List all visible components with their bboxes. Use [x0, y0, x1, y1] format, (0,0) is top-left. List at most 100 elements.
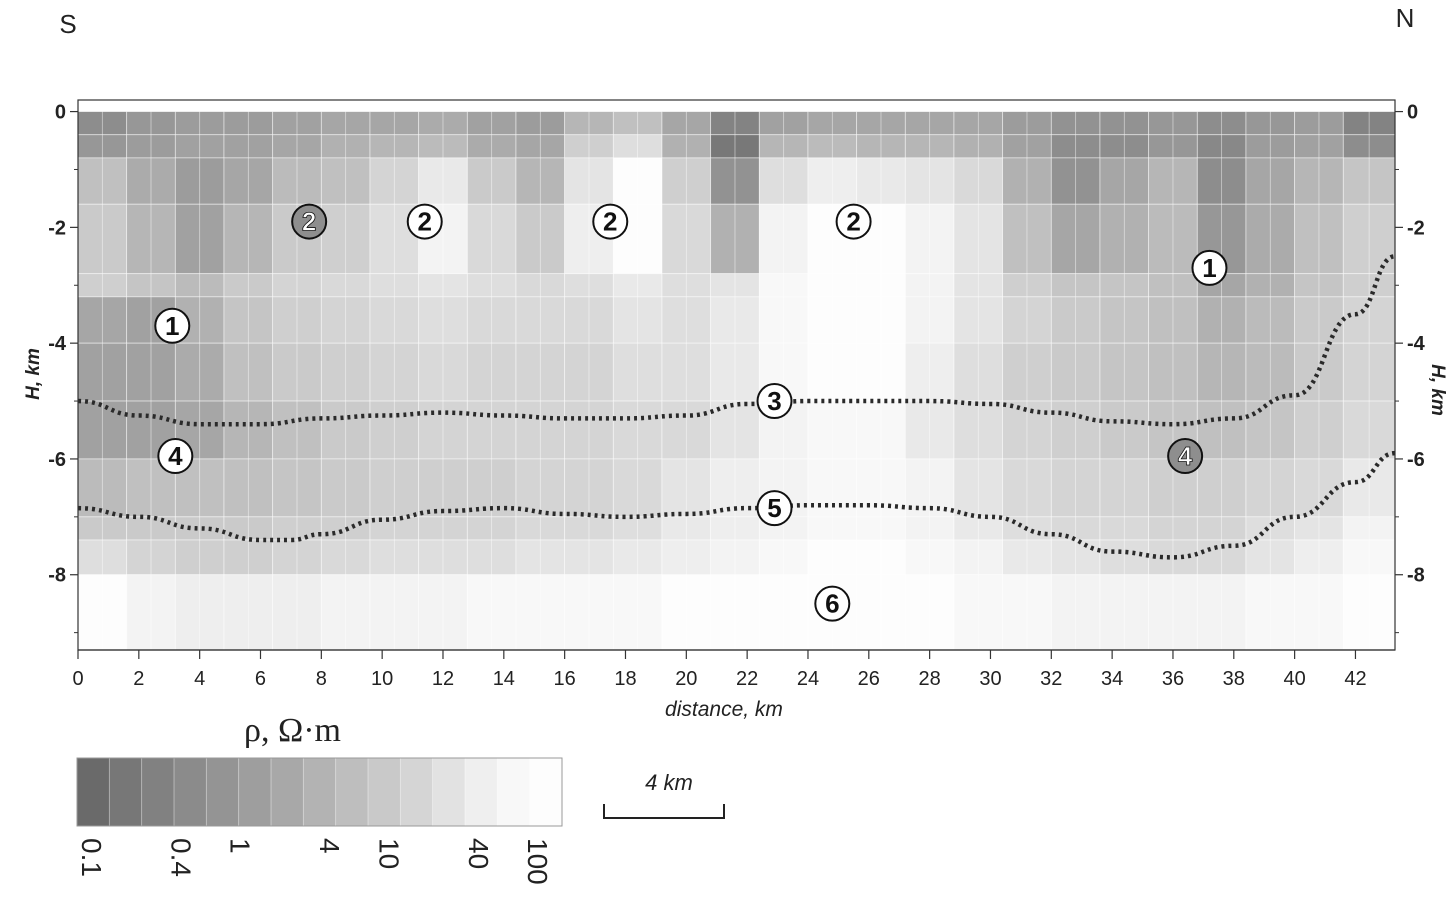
resistivity-cell — [77, 111, 128, 136]
resistivity-cell — [1342, 296, 1396, 344]
resistivity-cell — [564, 134, 614, 159]
resistivity-cell — [1002, 400, 1052, 460]
resistivity-cell — [418, 458, 468, 518]
resistivity-cell — [564, 342, 614, 402]
resistivity-cell — [223, 458, 274, 518]
resistivity-cell — [223, 273, 274, 298]
resistivity-cell — [320, 296, 371, 344]
boundary-line-5 — [77, 450, 1396, 560]
resistivity-cell — [807, 539, 858, 576]
resistivity-cell — [126, 134, 176, 159]
resistivity-cell — [369, 458, 420, 518]
resistivity-cell — [320, 134, 371, 159]
resistivity-cell — [1148, 134, 1198, 159]
resistivity-cell — [369, 539, 420, 576]
resistivity-cell — [953, 157, 1004, 205]
resistivity-cell — [807, 273, 858, 298]
direction-label-north: N — [1396, 3, 1415, 33]
resistivity-cell — [612, 516, 663, 541]
colorbar-tick-label: 100 — [522, 838, 553, 885]
colorbar-title: ρ, Ω·m — [244, 712, 341, 749]
colorbar-swatch — [76, 757, 111, 827]
resistivity-cell — [661, 157, 712, 205]
resistivity-cell — [320, 539, 371, 576]
colorbar-tick-label: 1 — [225, 838, 256, 854]
resistivity-cell — [710, 296, 760, 344]
resistivity-cell — [1342, 157, 1396, 205]
colorbar-swatch — [302, 757, 337, 827]
scale-bar-label: 4 km — [645, 770, 693, 795]
resistivity-cell — [612, 296, 663, 344]
resistivity-cell — [856, 157, 906, 205]
x-tick-label: 16 — [554, 668, 576, 690]
colorbar-swatch — [141, 757, 175, 827]
resistivity-cell — [418, 134, 468, 159]
resistivity-cell — [1342, 539, 1396, 576]
resistivity-cell — [1050, 296, 1101, 344]
resistivity-cell — [758, 203, 809, 275]
resistivity-cell — [661, 516, 712, 541]
resistivity-cell — [904, 342, 955, 402]
resistivity-cell — [1099, 516, 1150, 541]
resistivity-cell — [612, 134, 663, 159]
x-tick-label: 32 — [1040, 668, 1062, 690]
svg-text:4: 4 — [1178, 441, 1193, 471]
resistivity-cell — [369, 273, 420, 298]
resistivity-cell — [904, 574, 955, 651]
resistivity-cell — [612, 458, 663, 518]
resistivity-cell — [272, 273, 322, 298]
colorbar-swatch — [335, 757, 369, 827]
resistivity-cell — [369, 157, 420, 205]
resistivity-cell — [174, 111, 225, 136]
x-tick-label: 20 — [675, 668, 697, 690]
resistivity-cell — [856, 458, 906, 518]
colorbar-swatch — [464, 757, 499, 827]
resistivity-cell — [1050, 157, 1101, 205]
resistivity-cell — [174, 273, 225, 298]
resistivity-cell — [1002, 342, 1052, 402]
resistivity-cell — [418, 516, 468, 541]
resistivity-cell — [174, 203, 225, 275]
resistivity-cell — [515, 539, 566, 576]
resistivity-cell — [1099, 458, 1150, 518]
x-tick-label: 0 — [72, 668, 83, 690]
resistivity-cell — [126, 539, 176, 576]
resistivity-cell — [1245, 273, 1296, 298]
resistivity-cell — [1245, 458, 1296, 518]
resistivity-cell — [1148, 157, 1198, 205]
resistivity-cell — [223, 157, 274, 205]
resistivity-cell — [856, 134, 906, 159]
resistivity-cell — [77, 516, 128, 541]
zone-marker-2: 2 — [291, 203, 328, 240]
x-tick-label: 2 — [133, 668, 144, 690]
zone-markers: 1 1 2 2 2 2 3 4 4 5 6 — [154, 203, 1228, 622]
resistivity-cell — [223, 111, 274, 136]
resistivity-cell — [807, 516, 858, 541]
resistivity-cell — [466, 516, 517, 541]
resistivity-cell — [1148, 273, 1198, 298]
resistivity-cell — [223, 342, 274, 402]
resistivity-cell — [953, 539, 1004, 576]
resistivity-cell — [1245, 400, 1296, 460]
resistivity-cell — [710, 342, 760, 402]
resistivity-cell — [564, 296, 614, 344]
x-tick-label: 26 — [858, 668, 880, 690]
y-tick-label-left: -6 — [48, 449, 66, 471]
resistivity-cell — [369, 342, 420, 402]
resistivity-cell — [1099, 342, 1150, 402]
resistivity-cell — [126, 574, 176, 651]
resistivity-cell — [953, 273, 1004, 298]
colorbar-swatch — [238, 757, 272, 827]
resistivity-cell — [612, 574, 663, 651]
resistivity-cell — [564, 574, 614, 651]
resistivity-cell — [1002, 296, 1052, 344]
resistivity-cell — [466, 134, 517, 159]
resistivity-cell — [564, 157, 614, 205]
zone-marker-4: 4 — [157, 438, 194, 475]
resistivity-cell — [1148, 296, 1198, 344]
resistivity-cell — [174, 539, 225, 576]
resistivity-cell — [1002, 273, 1052, 298]
resistivity-cell — [272, 111, 322, 136]
resistivity-cell — [1002, 157, 1052, 205]
colorbar-tick-labels: 0.1 0.4 1 4 10 40 100 — [76, 838, 553, 885]
